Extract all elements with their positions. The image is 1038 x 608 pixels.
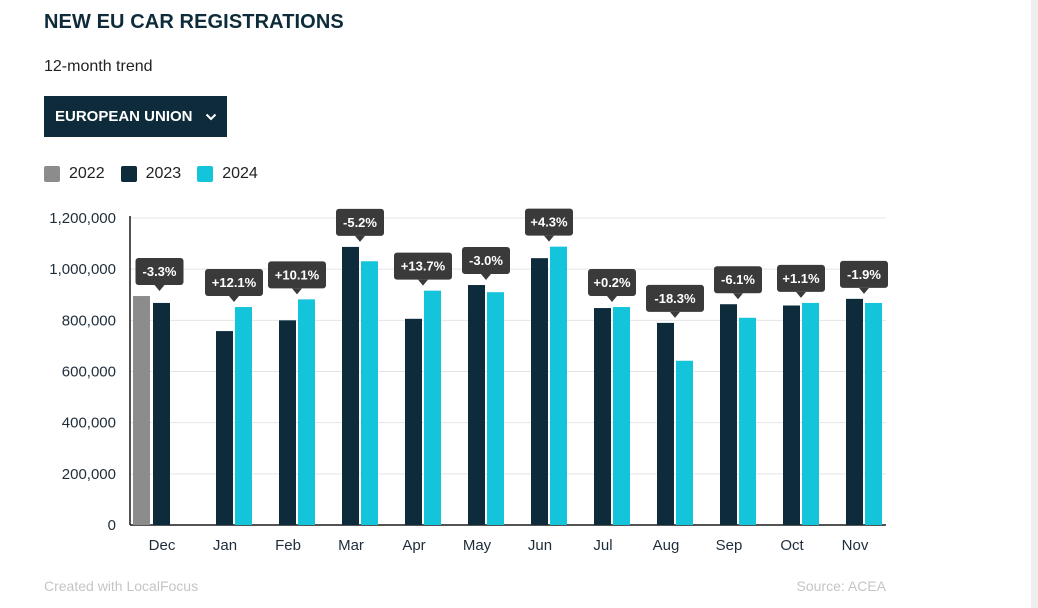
legend-swatch-2023 <box>120 166 137 182</box>
change-label-jul: +0.2% <box>593 275 631 290</box>
bar-2024-oct <box>802 302 819 525</box>
y-tick-label: 1,000,000 <box>49 261 116 278</box>
change-label-may: -3.0% <box>469 253 503 268</box>
bar-2023-mar <box>342 246 359 525</box>
chevron-down-icon <box>205 113 217 121</box>
x-tick-label-aug: Aug <box>653 537 680 554</box>
x-tick-label-mar: Mar <box>338 537 364 554</box>
change-badge-nov <box>840 260 888 288</box>
x-tick-label-oct: Oct <box>780 537 804 554</box>
change-badge-pointer <box>607 296 617 303</box>
legend-label-2024: 2024 <box>222 165 258 182</box>
bar-2023-nov <box>846 298 863 525</box>
region-dropdown-label: EUROPEAN UNION <box>55 108 193 125</box>
x-tick-label-may: May <box>463 537 492 554</box>
region-dropdown[interactable]: EUROPEAN UNION <box>44 96 227 137</box>
change-badge-sep <box>714 266 762 294</box>
change-label-apr: +13.7% <box>401 259 446 274</box>
chart-subtitle: 12-month trend <box>44 58 153 75</box>
change-badge-jun <box>525 208 573 236</box>
bar-2023-may <box>468 285 485 525</box>
change-badge-pointer <box>292 288 302 295</box>
bar-2023-jul <box>594 308 611 525</box>
y-tick-label: 600,000 <box>62 364 116 381</box>
change-badge-dec <box>135 258 184 286</box>
change-label-mar: -5.2% <box>343 215 377 230</box>
change-label-oct: +1.1% <box>782 271 820 286</box>
y-tick-label: 1,200,000 <box>49 210 116 227</box>
change-badge-pointer <box>859 287 869 294</box>
bar-2023-sep <box>720 304 737 525</box>
footer-credit: Created with LocalFocus <box>44 578 199 594</box>
change-label-feb: +10.1% <box>275 267 320 282</box>
bar-2024-aug <box>676 360 693 525</box>
change-label-aug: -18.3% <box>654 291 696 306</box>
bar-2023-jun <box>531 258 548 525</box>
bar-2024-jan <box>235 307 252 525</box>
change-badge-aug <box>646 284 704 312</box>
bar-2024-feb <box>298 299 315 525</box>
change-badge-apr <box>394 252 452 280</box>
x-tick-label-feb: Feb <box>275 537 301 554</box>
bar-chart: 0 200,000 400,000 600,000 800,000 1,000,000 1,… <box>49 208 888 554</box>
bar-2024-jul <box>613 307 630 525</box>
y-tick-label: 200,000 <box>62 466 116 483</box>
change-badge-oct <box>777 264 825 292</box>
change-label-nov: -1.9% <box>847 267 881 282</box>
footer-source: Source: ACEA <box>796 578 887 594</box>
bar-2023-feb <box>279 320 296 525</box>
x-tick-label-jan: Jan <box>213 537 237 554</box>
bar-2024-apr <box>424 290 441 525</box>
change-badge-pointer <box>418 279 428 286</box>
change-badge-pointer <box>154 285 165 292</box>
legend-item-2024[interactable]: 2024 <box>197 165 258 183</box>
change-badge-pointer <box>481 274 491 281</box>
change-label-jun: +4.3% <box>530 215 568 230</box>
bar-2024-may <box>487 292 504 525</box>
change-badge-jul <box>588 269 636 297</box>
bar-2023-apr <box>405 318 422 525</box>
x-tick-label-jun: Jun <box>528 537 552 554</box>
change-badge-feb <box>268 261 326 289</box>
y-tick-label: 0 <box>108 517 116 534</box>
y-tick-label: 400,000 <box>62 415 116 432</box>
bar-2024-jun <box>550 246 567 526</box>
change-label-dec: -3.3% <box>143 264 177 279</box>
x-tick-label-sep: Sep <box>716 537 743 554</box>
change-badge-pointer <box>670 311 680 318</box>
bar-2022-dec <box>133 296 150 525</box>
legend-label-2023: 2023 <box>145 165 182 182</box>
change-badge-mar <box>336 208 384 236</box>
legend-label-2022: 2022 <box>69 165 105 182</box>
bar-2023-jan <box>216 331 233 525</box>
change-label-jan: +12.1% <box>212 275 257 290</box>
legend-item-2023[interactable]: 2023 <box>120 165 182 183</box>
legend-swatch-2024 <box>197 166 214 182</box>
bar-2024-nov <box>865 302 882 525</box>
x-tick-label-nov: Nov <box>842 537 869 554</box>
change-badge-pointer <box>544 235 554 242</box>
bar-2023-aug <box>657 322 674 525</box>
change-badge-may <box>462 247 510 275</box>
legend: 2022 2023 2024 <box>44 164 274 184</box>
change-badge-pointer <box>796 291 806 298</box>
bar-2023-dec <box>153 302 170 525</box>
x-tick-label-dec: Dec <box>149 537 176 554</box>
change-badge-jan <box>205 269 263 297</box>
bar-2024-mar <box>361 261 378 525</box>
legend-swatch-2022 <box>44 166 60 182</box>
change-label-sep: -6.1% <box>721 272 755 287</box>
change-badge-pointer <box>355 235 365 242</box>
change-badge-pointer <box>229 296 239 303</box>
x-tick-label-jul: Jul <box>593 537 612 554</box>
legend-item-2022[interactable]: 2022 <box>44 165 105 183</box>
change-badge-pointer <box>733 293 743 300</box>
bar-2024-sep <box>739 317 756 525</box>
bar-2023-oct <box>783 305 800 525</box>
chart-title: NEW EU CAR REGISTRATIONS <box>44 11 344 33</box>
y-tick-label: 800,000 <box>62 312 116 329</box>
x-tick-label-apr: Apr <box>402 537 425 554</box>
page-edge-strip <box>1031 0 1038 608</box>
